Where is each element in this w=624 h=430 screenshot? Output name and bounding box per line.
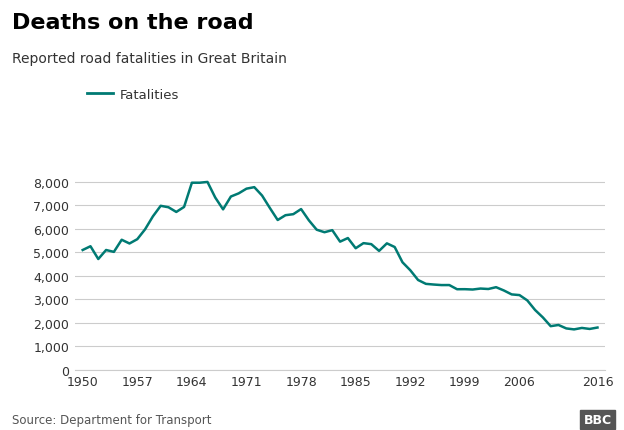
Legend: Fatalities: Fatalities [82,83,185,107]
Text: BBC: BBC [583,413,612,426]
Text: Reported road fatalities in Great Britain: Reported road fatalities in Great Britai… [12,52,288,65]
Text: Source: Department for Transport: Source: Department for Transport [12,413,212,426]
Text: Deaths on the road: Deaths on the road [12,13,254,33]
